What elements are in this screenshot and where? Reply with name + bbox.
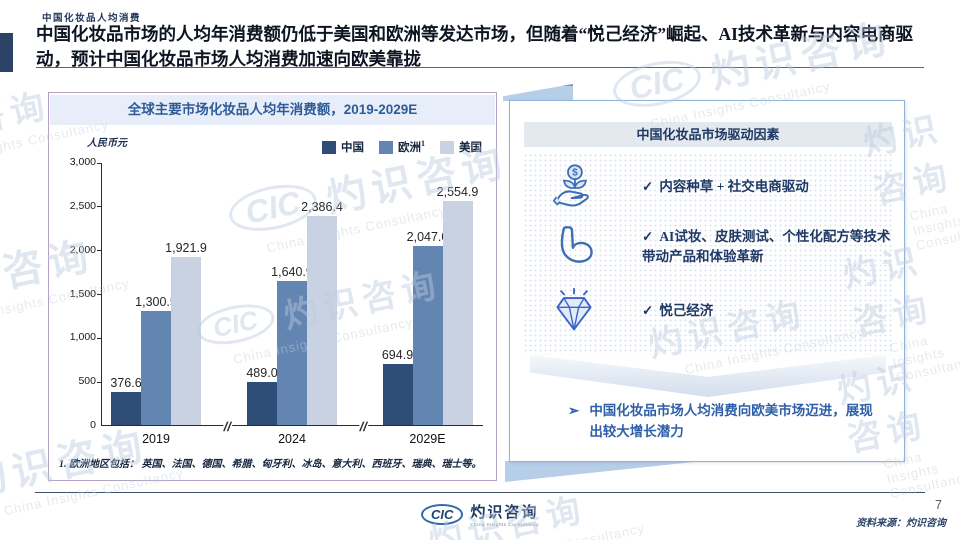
diamond-icon: [556, 287, 592, 331]
chart-footnote: 1. 欧洲地区包括： 英国、法国、德国、希腊、匈牙利、冰岛、意大利、西班牙、瑞典…: [59, 459, 482, 470]
bar-value-label: 376.6: [110, 375, 142, 390]
bar: [247, 382, 277, 425]
y-axis-tick-label: 2,000: [69, 243, 96, 256]
title-accent-bar: [0, 33, 13, 72]
drivers-card-title: 中国化妆品市场驱动因素: [524, 122, 892, 147]
page-fold-bottom-decoration: [505, 461, 703, 482]
eyebrow-label: 中国化妆品人均消费: [42, 14, 142, 24]
strength-arm-icon: [560, 226, 593, 263]
bar: [277, 281, 307, 425]
y-axis-tick-mark: [97, 206, 102, 208]
y-axis-tick-mark: [97, 294, 102, 295]
legend-swatch: [379, 140, 393, 154]
y-axis-tick-mark: [97, 250, 102, 252]
page-title: 中国化妆品市场的人均年消费额仍低于美国和欧洲等发达市场，但随着“悦己经济”崛起、…: [36, 24, 913, 70]
y-axis-title: 人民币元: [87, 138, 127, 149]
y-axis-tick-mark: [97, 337, 102, 339]
driver-text: ✓ AI试妆、皮肤测试、个性化配方等技术带动产品和体验革新: [642, 229, 891, 265]
arrow-bullet-icon: ➢: [568, 403, 580, 418]
y-axis-tick-label: 1,500: [69, 287, 96, 300]
bar-value-label: 1,640.9: [271, 265, 313, 280]
conclusion-text: ➢ 中国化妆品市场人均消费向欧美市场迈进，展现出较大增长潜力: [568, 401, 876, 443]
driver-item-self-pleasing-economy: ✓ 悦己经济: [550, 287, 900, 335]
bar: [111, 392, 141, 425]
chart-card: 全球主要市场化妆品人均年消费额，2019-2029E 人民币元 中国 欧洲1 美国 …: [48, 92, 497, 481]
y-axis-tick-label: 3,000: [69, 156, 96, 168]
legend-item: 欧洲1: [379, 139, 425, 155]
bar-value-label: 2,554.9: [436, 185, 479, 200]
driver-text: ✓ 内容种草 + 社交电商驱动: [642, 179, 809, 194]
x-axis-category-label: 2029E: [409, 432, 446, 446]
check-icon: ✓: [642, 179, 654, 194]
cic-footer-logo: CIC 灼识咨询 China Insights Consultancy: [421, 501, 539, 528]
legend-swatch: [440, 140, 454, 154]
bar: [382, 364, 413, 425]
bar: [307, 215, 337, 425]
dotted-background: [523, 153, 893, 355]
title-divider: [36, 67, 924, 68]
footer-logo-chinese: 灼识咨询: [470, 504, 539, 521]
page-number: 7: [935, 498, 942, 512]
legend-item: 美国: [440, 139, 482, 155]
footer-logo-english: China Insights Consultancy: [470, 523, 539, 528]
plot-area: 0 500 1,000 1,500 2,000 2,500 3,000 376.6 1,300.…: [70, 156, 483, 446]
y-axis-tick-mark: [97, 162, 102, 164]
driver-item-content-ecommerce: $ ✓ 内容种草 + 社交电商驱动: [550, 163, 900, 211]
y-axis-tick-label: 0: [90, 419, 96, 431]
y-axis-tick-label: 500: [78, 375, 96, 388]
check-icon: ✓: [642, 303, 654, 318]
chart-legend: 中国 欧洲1 美国: [322, 139, 482, 155]
bar-value-label: 694.9: [381, 348, 414, 363]
legend-item: 中国: [322, 139, 364, 155]
x-axis-category-label: 2019: [142, 432, 170, 446]
bar-value-label: 489.0: [246, 366, 278, 381]
cic-logo-icon: CIC: [421, 504, 464, 525]
page-fold-top-decoration: [503, 84, 573, 101]
bar: [412, 245, 443, 425]
legend-swatch: [322, 140, 336, 154]
chevron-down-divider: [530, 355, 886, 397]
bar: [442, 201, 473, 425]
x-axis-category-label: 2024: [278, 432, 306, 446]
money-growth-icon: $: [552, 164, 589, 207]
bar: [141, 311, 171, 425]
legend-label: 中国: [341, 142, 364, 154]
bar-value-label: 2,047.0: [406, 229, 449, 244]
bar-value-label: 2,386.4: [301, 199, 343, 214]
bar-value-label: 1,921.9: [165, 240, 207, 255]
footer-divider: [35, 492, 925, 493]
drivers-card: 中国化妆品市场驱动因素 $ ✓ 内容种草 + 社交电商驱动: [509, 100, 905, 462]
bar-value-label: 1,300.5: [135, 294, 177, 309]
legend-superscript: 1: [421, 139, 425, 149]
source-note: 资料来源：灼识咨询: [856, 518, 946, 529]
x-axis-break-mark: //: [221, 419, 234, 434]
y-axis-tick-label: 1,000: [69, 331, 96, 344]
driver-item-ai-technology: ✓ AI试妆、皮肤测试、个性化配方等技术带动产品和体验革新: [550, 221, 900, 269]
bar: [171, 256, 201, 425]
chart-title: 全球主要市场化妆品人均年消费额，2019-2029E: [50, 95, 495, 125]
y-axis-tick-label: 2,500: [69, 199, 96, 212]
legend-label: 美国: [459, 142, 482, 154]
legend-label: 欧洲1: [398, 139, 425, 154]
driver-text: ✓ 悦己经济: [642, 303, 714, 318]
y-axis-tick-mark: [97, 381, 102, 383]
svg-text:$: $: [572, 168, 578, 179]
x-axis-break-mark: //: [357, 419, 370, 434]
check-icon: ✓: [642, 229, 654, 244]
